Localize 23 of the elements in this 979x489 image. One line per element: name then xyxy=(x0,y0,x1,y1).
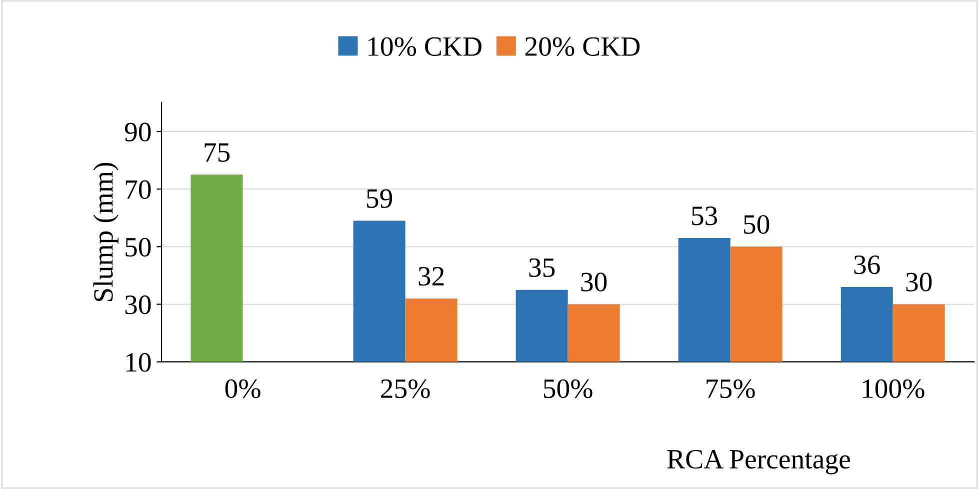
data-label: 53 xyxy=(692,206,718,226)
x-tick-label: 0% xyxy=(225,379,260,398)
y-axis-title: Slump (mm) xyxy=(93,162,118,302)
data-label: 30 xyxy=(906,272,932,292)
data-label: 50 xyxy=(744,215,770,234)
x-tick-label: 75% xyxy=(706,379,755,398)
y-tick-label: 90 xyxy=(124,122,151,142)
y-tick-label: 50 xyxy=(126,238,151,257)
data-label: 59 xyxy=(367,189,392,208)
y-tick-label: 30 xyxy=(125,295,151,314)
x-axis-title: RCA Percentage xyxy=(667,450,850,474)
x-tick-label: 100% xyxy=(862,379,924,398)
data-label: 35 xyxy=(529,258,555,278)
x-tick-label: 25% xyxy=(381,379,430,398)
y-tick-label: 10 xyxy=(126,353,151,372)
x-tick-label: 50% xyxy=(544,379,592,398)
y-tick-label: 70 xyxy=(126,180,151,199)
data-label: 32 xyxy=(418,267,444,286)
data-label: 36 xyxy=(854,255,880,274)
legend-label: 10% CKD xyxy=(368,37,482,56)
data-label: 30 xyxy=(581,272,607,292)
data-label: 75 xyxy=(204,143,230,162)
legend-label: 20% CKD xyxy=(525,37,640,56)
